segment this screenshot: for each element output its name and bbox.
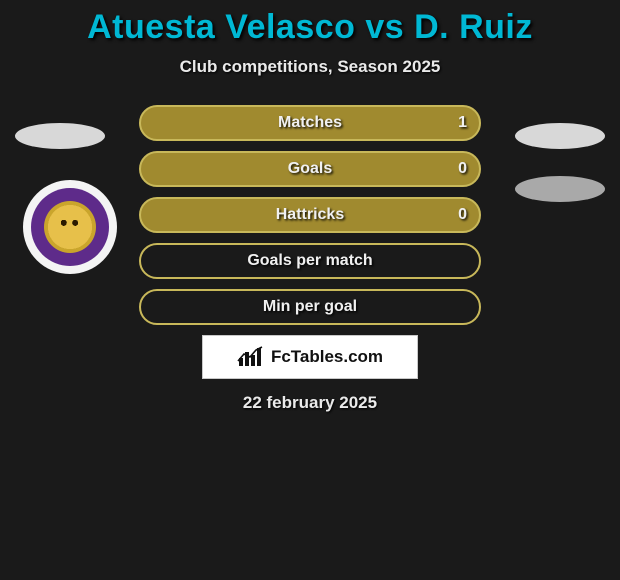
stats-container: Matches 1 Goals 0 Hattricks 0 Goals per … (139, 105, 481, 325)
player-right-placeholder-1 (515, 123, 605, 149)
date-label: 22 february 2025 (0, 393, 620, 413)
page-subtitle: Club competitions, Season 2025 (0, 57, 620, 77)
bar-chart-icon (237, 346, 265, 368)
club-badge (23, 180, 117, 274)
stat-label: Min per goal (263, 298, 357, 316)
stat-label: Matches (278, 114, 342, 132)
stat-row-hattricks: Hattricks 0 (139, 197, 481, 233)
stat-right-value: 1 (458, 107, 467, 139)
lion-icon (31, 188, 109, 266)
stat-right-value: 0 (458, 153, 467, 185)
infographic-root: Atuesta Velasco vs D. Ruiz Club competit… (0, 0, 620, 580)
stat-row-goals: Goals 0 (139, 151, 481, 187)
stat-row-goals-per-match: Goals per match (139, 243, 481, 279)
stat-row-min-per-goal: Min per goal (139, 289, 481, 325)
stat-label: Goals per match (247, 252, 372, 270)
source-attribution: FcTables.com (202, 335, 418, 379)
stat-right-value: 0 (458, 199, 467, 231)
player-right-placeholder-2 (515, 176, 605, 202)
stat-label: Goals (288, 160, 332, 178)
player-left-placeholder (15, 123, 105, 149)
page-title: Atuesta Velasco vs D. Ruiz (0, 8, 620, 47)
source-label: FcTables.com (271, 347, 383, 367)
stat-label: Hattricks (276, 206, 344, 224)
stat-row-matches: Matches 1 (139, 105, 481, 141)
